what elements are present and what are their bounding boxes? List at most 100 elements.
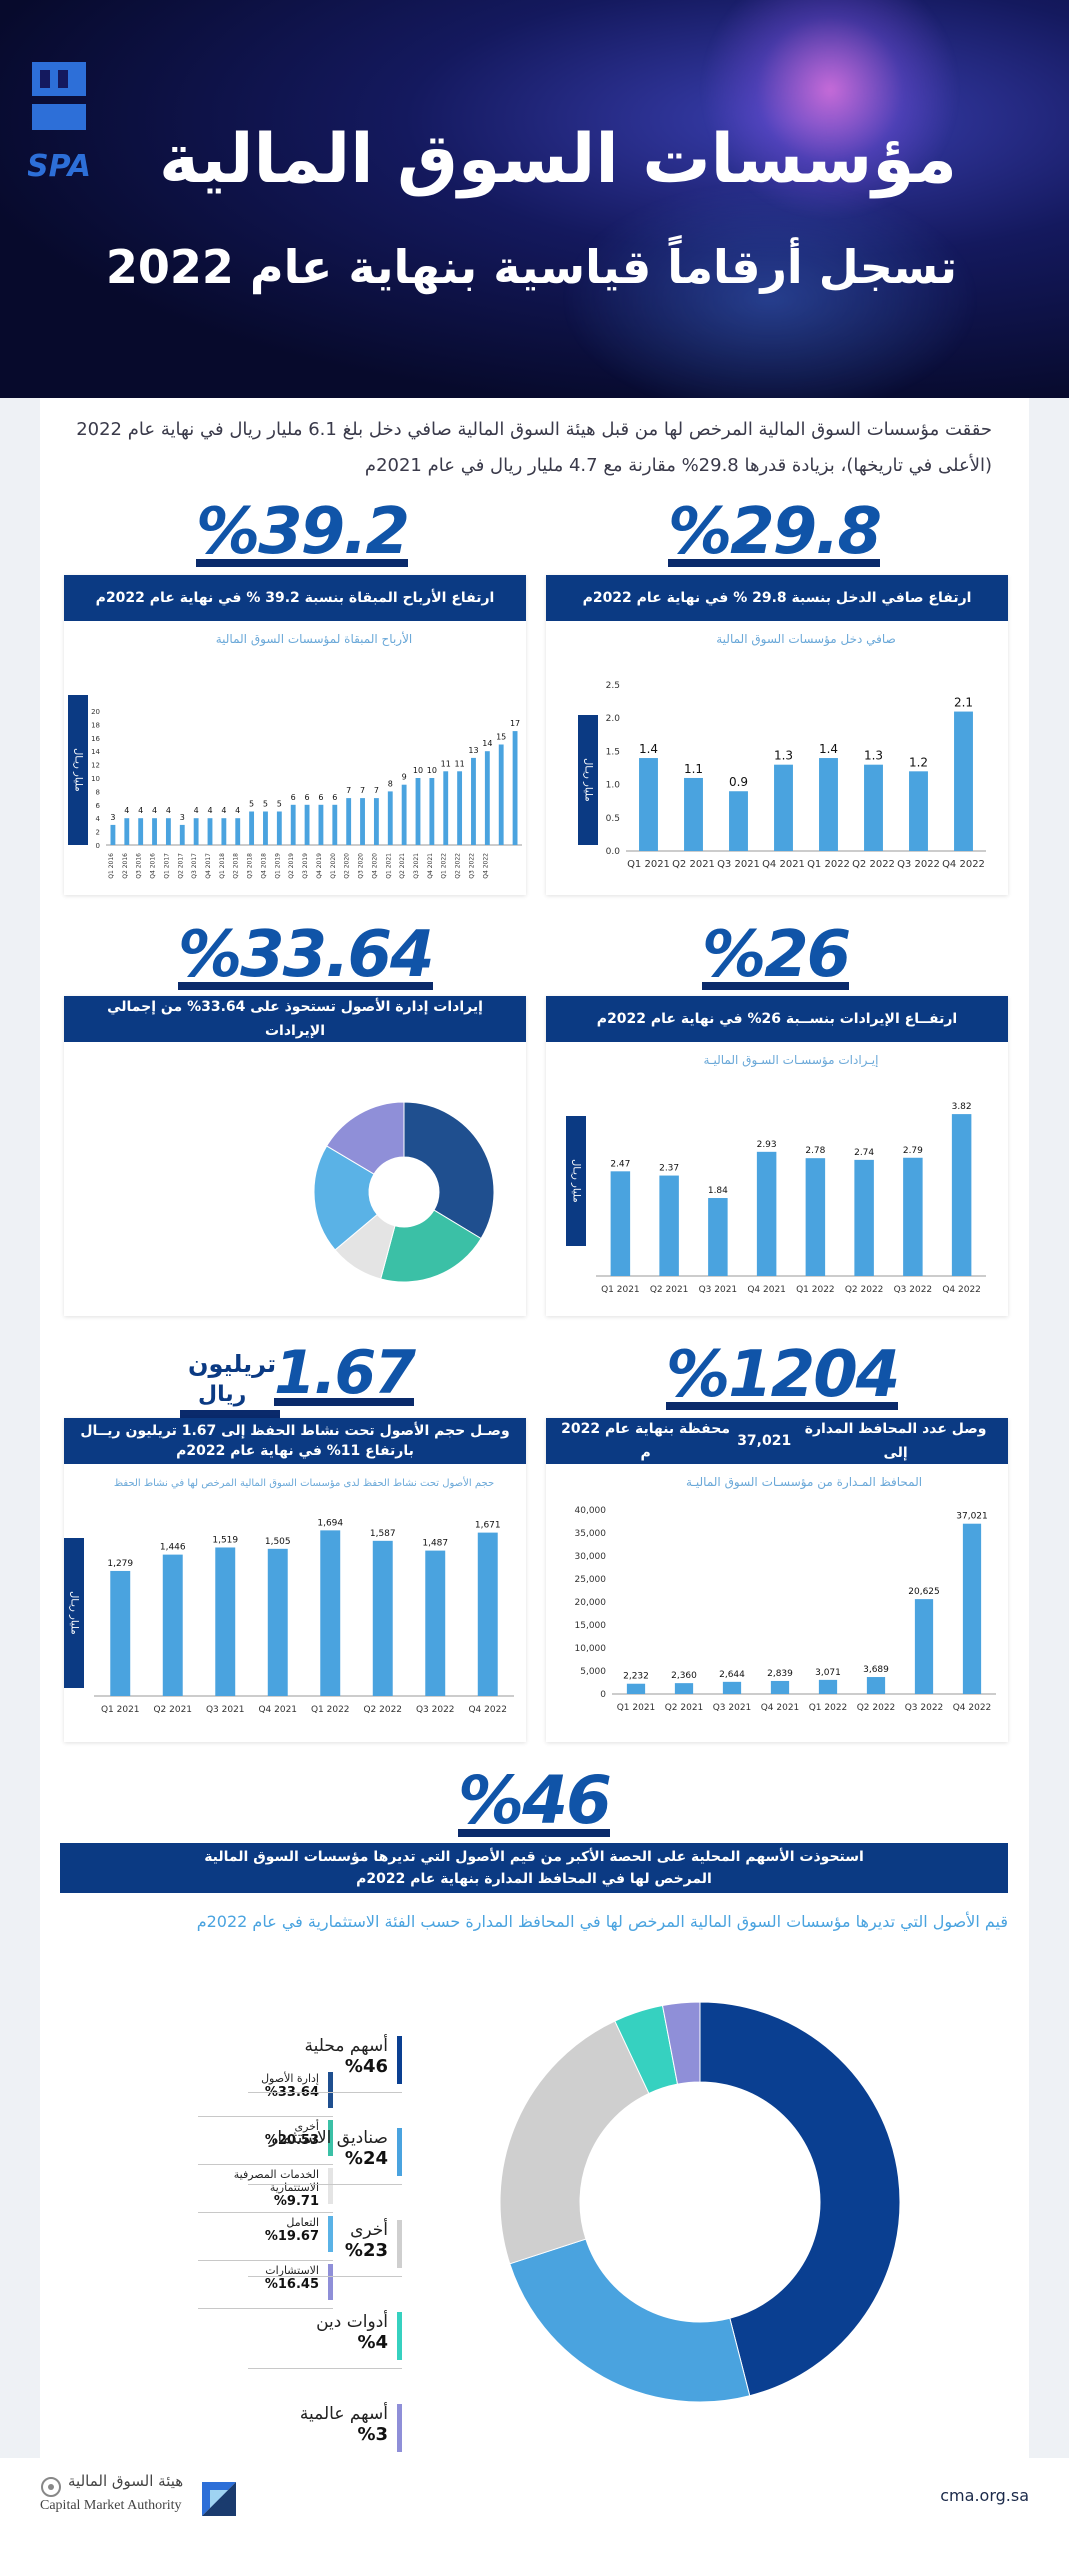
bar bbox=[457, 771, 463, 845]
bar bbox=[674, 1683, 694, 1694]
bar bbox=[249, 811, 255, 845]
custody-banner-2: بارتفاع 11% في نهاية عام 2022م bbox=[176, 1443, 414, 1459]
bar-value-label: 4 bbox=[124, 806, 129, 815]
legend-swatch bbox=[328, 2264, 333, 2300]
x-tick-label: Q3 2018 bbox=[247, 853, 254, 879]
bar-value-label: 20,625 bbox=[908, 1587, 940, 1597]
bar bbox=[193, 818, 199, 845]
footer-url[interactable]: cma.org.sa bbox=[940, 2486, 1029, 2505]
revenue-pct: %26 bbox=[702, 918, 851, 992]
bar-value-label: 11 bbox=[455, 759, 465, 768]
bar-value-label: 13 bbox=[468, 746, 478, 755]
bar-value-label: 2,232 bbox=[623, 1672, 649, 1682]
portfolios-banner-c: محفظة بنهاية عام 2022 م bbox=[561, 1421, 731, 1461]
net-income-banner: ارتفاع صافي الدخل بنسبة 29.8 % في نهاية … bbox=[546, 575, 1008, 621]
portfolios-banner-a: وصل عدد المحافظ المدارة إلى bbox=[804, 1421, 987, 1461]
custody-banner: وصـل حجم الأصول تحت نشاط الحفظ إلى 1.67 … bbox=[64, 1418, 526, 1464]
bar bbox=[610, 1171, 631, 1276]
legend-value: %3 bbox=[357, 2424, 388, 2445]
bar bbox=[110, 824, 116, 845]
x-tick-label: Q3 2021 bbox=[699, 1285, 738, 1295]
bar bbox=[152, 818, 157, 845]
bar-value-label: 1,587 bbox=[370, 1529, 396, 1539]
x-tick-label: Q4 2016 bbox=[150, 853, 157, 879]
legend-value: %46 bbox=[344, 2056, 388, 2077]
legend-value: %16.45 bbox=[264, 2277, 319, 2292]
bar-value-label: 37,021 bbox=[956, 1512, 988, 1522]
x-tick-label: Q1 2022 bbox=[807, 859, 850, 870]
x-tick-label: Q4 2022 bbox=[953, 1703, 992, 1713]
legend-swatch bbox=[328, 2216, 333, 2252]
legend-label: صناديق الاستثمار bbox=[269, 2128, 388, 2148]
bar bbox=[774, 764, 793, 851]
legend-swatch bbox=[328, 2168, 333, 2204]
legend-divider bbox=[248, 2092, 402, 2093]
donut-slice bbox=[661, 2001, 701, 2085]
donut-slice bbox=[499, 2020, 650, 2265]
legend-item: التعامل %19.67 bbox=[198, 2216, 333, 2261]
legend-label: الاستشارات bbox=[265, 2264, 319, 2277]
aum-value: 1.67 bbox=[274, 1338, 416, 1408]
x-tick-label: Q4 2020 bbox=[371, 853, 378, 879]
legend-value: %4 bbox=[357, 2332, 388, 2353]
bar-value-label: 6 bbox=[332, 793, 337, 802]
bar-value-label: 1,487 bbox=[422, 1539, 448, 1549]
asset-mgmt-banner: إيرادات إدارة الأصول تستحوذ على 33.64% م… bbox=[64, 996, 526, 1042]
y-tick-label: 10,000 bbox=[575, 1644, 607, 1654]
x-tick-label: Q4 2021 bbox=[747, 1285, 786, 1295]
x-tick-label: Q1 2022 bbox=[311, 1705, 350, 1715]
bar-value-label: 2.47 bbox=[610, 1159, 630, 1169]
legend-label: أسهم عالمية bbox=[299, 2404, 388, 2424]
legend-item: أخرى %23 bbox=[248, 2220, 402, 2277]
donut-slice bbox=[313, 1145, 378, 1251]
bar-value-label: 7 bbox=[374, 786, 379, 795]
legend-value: %20.53 bbox=[264, 2133, 319, 2148]
bar bbox=[221, 818, 227, 845]
chart-title: حجم الأصول تحت نشاط الحفظ لدى مؤسسات الس… bbox=[114, 1476, 494, 1489]
bar-value-label: 2.93 bbox=[757, 1140, 777, 1150]
hero-glow-2 bbox=[560, 180, 980, 398]
bar bbox=[914, 1599, 934, 1694]
bar-value-label: 3,071 bbox=[815, 1668, 841, 1678]
bar-value-label: 2.37 bbox=[659, 1164, 679, 1174]
y-axis-label: مليار ريـال bbox=[68, 695, 88, 845]
bar bbox=[267, 1548, 288, 1696]
bar bbox=[387, 791, 393, 845]
x-tick-label: Q4 2018 bbox=[260, 853, 267, 879]
bar bbox=[756, 1151, 777, 1276]
bar-value-label: 6 bbox=[291, 793, 296, 802]
legend-value: %9.71 bbox=[273, 2194, 319, 2209]
bar bbox=[320, 1530, 341, 1696]
bar bbox=[819, 758, 838, 851]
bar-value-label: 14 bbox=[482, 739, 492, 748]
bar bbox=[235, 818, 241, 845]
x-tick-label: Q1 2021 bbox=[617, 1703, 656, 1713]
bar-value-label: 1.3 bbox=[774, 749, 793, 763]
bar-value-label: 7 bbox=[360, 786, 365, 795]
bar-value-label: 11 bbox=[441, 759, 451, 768]
bar bbox=[512, 731, 518, 845]
asset-mgmt-pct: %33.64 bbox=[178, 918, 435, 992]
bar-value-label: 15 bbox=[496, 733, 506, 742]
x-tick-label: Q3 2021 bbox=[413, 853, 420, 879]
bar-value-label: 6 bbox=[318, 793, 323, 802]
bar-value-label: 1,519 bbox=[212, 1535, 238, 1545]
x-tick-label: Q3 2022 bbox=[894, 1285, 933, 1295]
y-tick-label: 15,000 bbox=[575, 1621, 607, 1631]
x-tick-label: Q2 2022 bbox=[852, 859, 895, 870]
legend-item: أسهم عالمية %3 bbox=[248, 2404, 402, 2461]
bar-value-label: 9 bbox=[402, 773, 407, 782]
y-tick-label: 12 bbox=[91, 762, 100, 770]
bar-value-label: 4 bbox=[235, 806, 240, 815]
x-tick-label: Q1 2021 bbox=[101, 1705, 140, 1715]
bar bbox=[805, 1158, 826, 1276]
legend-swatch bbox=[397, 2220, 402, 2268]
x-tick-label: Q1 2021 bbox=[385, 853, 392, 879]
x-tick-label: Q3 2019 bbox=[302, 853, 309, 879]
legend-item: صناديق الاستثمار %24 bbox=[248, 2128, 402, 2185]
x-tick-label: Q2 2020 bbox=[344, 853, 351, 879]
bar-value-label: 4 bbox=[194, 806, 199, 815]
x-tick-label: Q1 2021 bbox=[601, 1285, 640, 1295]
x-tick-label: Q3 2022 bbox=[416, 1705, 455, 1715]
bar-value-label: 1.3 bbox=[864, 749, 883, 763]
